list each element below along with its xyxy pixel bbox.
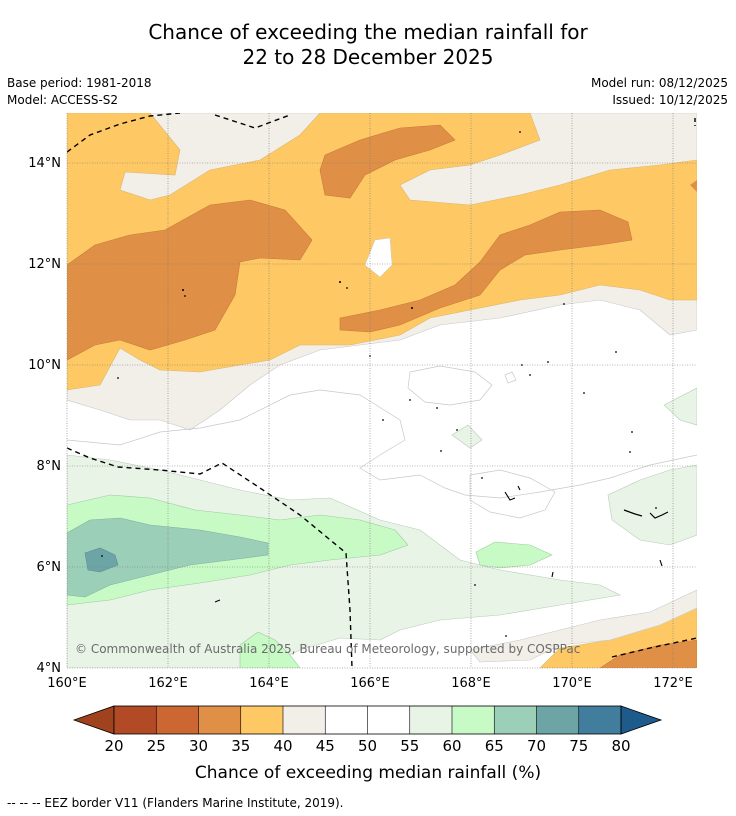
colorbar-tick: 35 [231, 737, 250, 755]
region-40-45-notch [364, 237, 393, 278]
colorbar-tick: 45 [316, 737, 335, 755]
region-55-60-island [451, 424, 483, 449]
lat-label: 10°N [28, 358, 61, 373]
colorbar-bin-25-30 [156, 706, 199, 734]
region-55-60 [67, 454, 621, 668]
lon-label: 160°E [47, 676, 87, 691]
map-area [67, 113, 697, 668]
region-40-45-southeast [469, 589, 697, 663]
region-30-35-north [319, 124, 456, 199]
graticule [67, 113, 697, 668]
region-60-65-east [475, 541, 553, 569]
colorbar-below-20 [72, 705, 115, 735]
colorbar-bin-35-40 [240, 706, 283, 734]
map-title: Chance of exceeding the median rainfall … [0, 20, 736, 70]
region-30-35-right-edge [690, 180, 697, 192]
model-run: Model run: 08/12/2025 [590, 76, 728, 90]
colorbar-dividers [155, 706, 580, 734]
region-55-60-edge [663, 387, 697, 426]
colorbar-bin-40-45 [283, 706, 326, 734]
contour-50-loop [407, 365, 493, 406]
colorbar-tick: 60 [442, 737, 461, 755]
lon-label: 164°E [249, 676, 289, 691]
colorbar-bin-65-70 [494, 706, 537, 734]
eez-border-west [67, 447, 353, 668]
colorbar-bin-30-35 [198, 706, 241, 734]
colorbar-tick: 75 [569, 737, 588, 755]
colorbar-bin-60-65 [452, 706, 495, 734]
island-outline-2 [214, 485, 663, 603]
model-name: Model: ACCESS-S2 [7, 93, 119, 107]
region-55-60-east [607, 464, 697, 546]
eez-border-north [67, 113, 291, 153]
title-line-2: 22 to 28 December 2025 [242, 45, 494, 69]
lon-label: 168°E [451, 676, 491, 691]
colorbar-tick: 55 [400, 737, 419, 755]
colorbar-bin-75-80 [578, 706, 621, 734]
contour-55 [469, 469, 556, 519]
region-30-35-east [339, 209, 633, 333]
region-65-70 [67, 517, 269, 598]
colorbar-bin-55-60 [409, 706, 452, 734]
lon-label: 172°E [653, 676, 693, 691]
meta-right: Model run: 08/12/2025 Issued: 10/12/2025 [591, 75, 728, 109]
lat-label: 4°N [37, 661, 62, 676]
lon-label: 170°E [552, 676, 592, 691]
colorbar-tick: 25 [147, 737, 166, 755]
region-30-35-west [67, 199, 313, 361]
island-outline [623, 509, 669, 519]
lon-label: 166°E [350, 676, 390, 691]
colorbar-tick: 80 [611, 737, 630, 755]
copyright-notice: © Commonwealth of Australia 2025, Bureau… [75, 642, 580, 656]
colorbar-tick: 70 [527, 737, 546, 755]
lon-label: 162°E [148, 676, 188, 691]
lat-axis: 4°N 6°N 8°N 10°N 12°N 14°N [28, 156, 61, 676]
colorbar-bin-45-50 [325, 706, 368, 734]
eez-border-southeast [611, 637, 697, 658]
colorbar-tick: 20 [104, 737, 123, 755]
colorbar-label: Chance of exceeding median rainfall (%) [195, 763, 541, 783]
colorbar-above-80 [620, 705, 663, 735]
colorbar-tick: 50 [358, 737, 377, 755]
colorbar-bin-50-55 [367, 706, 410, 734]
region-60-65-south [239, 631, 301, 668]
eez-footnote: -- -- -- EEZ border V11 (Flanders Marine… [7, 796, 344, 810]
colorbar: 20 25 30 35 40 45 50 55 60 65 70 75 80 C… [72, 705, 663, 783]
colorbar-tick: 65 [485, 737, 504, 755]
colorbar-bin-70-75 [536, 706, 579, 734]
contour-55-b [504, 371, 517, 384]
lat-label: 12°N [28, 257, 61, 272]
colorbar-bin-20-25 [114, 706, 157, 734]
colorbar-tick: 40 [273, 737, 292, 755]
meta-left: Base period: 1981-2018 Model: ACCESS-S2 [7, 75, 152, 109]
base-period: Base period: 1981-2018 [7, 76, 152, 90]
issued-date: Issued: 10/12/2025 [612, 93, 728, 107]
island-dots [101, 131, 657, 637]
title-line-1: Chance of exceeding the median rainfall … [148, 20, 588, 44]
lat-label: 6°N [37, 560, 62, 575]
colorbar-tick: 30 [189, 737, 208, 755]
lat-label: 14°N [28, 156, 61, 171]
region-70-75 [84, 547, 119, 573]
lat-label: 8°N [37, 459, 62, 474]
lon-axis: 160°E 162°E 164°E 166°E 168°E 170°E 172°… [47, 676, 693, 691]
